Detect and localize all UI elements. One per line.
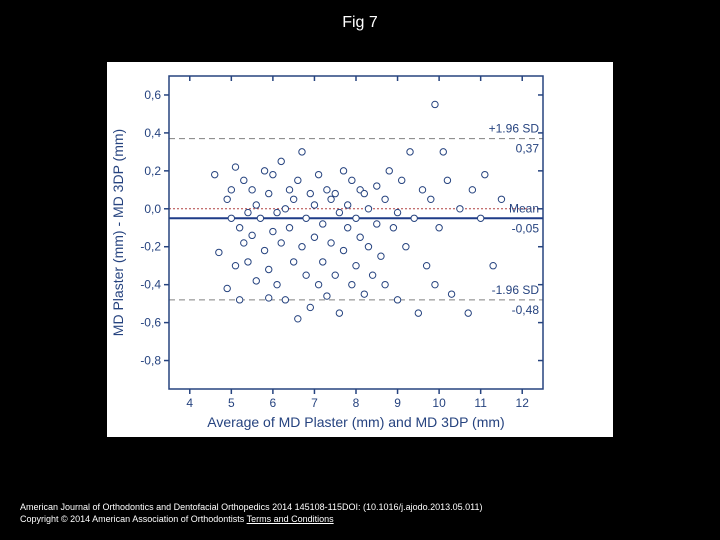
- svg-text:6: 6: [270, 396, 277, 410]
- svg-text:5: 5: [228, 396, 235, 410]
- scatter-chart: 4 5 6 7 8 9 10 11 12 -0,8 -0,6 -0,4 -0,2 0,0 0,2 0,4 0,6…: [107, 62, 613, 437]
- svg-text:0,0: 0,0: [144, 202, 161, 216]
- svg-text:10: 10: [432, 396, 446, 410]
- svg-text:-0,48: -0,48: [512, 303, 540, 317]
- copyright-text: Copyright © 2014 American Association of…: [20, 514, 247, 524]
- svg-text:+1.96 SD: +1.96 SD: [489, 122, 540, 136]
- svg-text:8: 8: [353, 396, 360, 410]
- svg-text:-0,2: -0,2: [140, 240, 161, 254]
- footer-citation: American Journal of Orthodontics and Den…: [20, 501, 700, 526]
- svg-text:9: 9: [394, 396, 401, 410]
- svg-text:0,6: 0,6: [144, 88, 161, 102]
- citation-text: American Journal of Orthodontics and Den…: [20, 501, 700, 514]
- svg-text:-1.96 SD: -1.96 SD: [492, 283, 540, 297]
- svg-text:MD Plaster (mm) - MD 3DP (mm): MD Plaster (mm) - MD 3DP (mm): [110, 129, 126, 336]
- svg-text:12: 12: [516, 396, 530, 410]
- svg-text:Mean: Mean: [509, 201, 539, 215]
- terms-link[interactable]: Terms and Conditions: [247, 514, 334, 524]
- svg-text:0,37: 0,37: [516, 142, 540, 156]
- svg-text:-0,8: -0,8: [140, 354, 161, 368]
- svg-text:-0,4: -0,4: [140, 278, 161, 292]
- svg-text:-0,6: -0,6: [140, 316, 161, 330]
- svg-text:0,4: 0,4: [144, 126, 161, 140]
- figure-title: Fig 7: [0, 14, 720, 32]
- svg-text:0,2: 0,2: [144, 164, 161, 178]
- svg-text:Average of MD Plaster (mm) and: Average of MD Plaster (mm) and MD 3DP (m…: [207, 414, 504, 430]
- svg-text:4: 4: [186, 396, 193, 410]
- svg-text:11: 11: [474, 396, 487, 410]
- svg-text:-0,05: -0,05: [512, 221, 540, 235]
- svg-text:7: 7: [311, 396, 318, 410]
